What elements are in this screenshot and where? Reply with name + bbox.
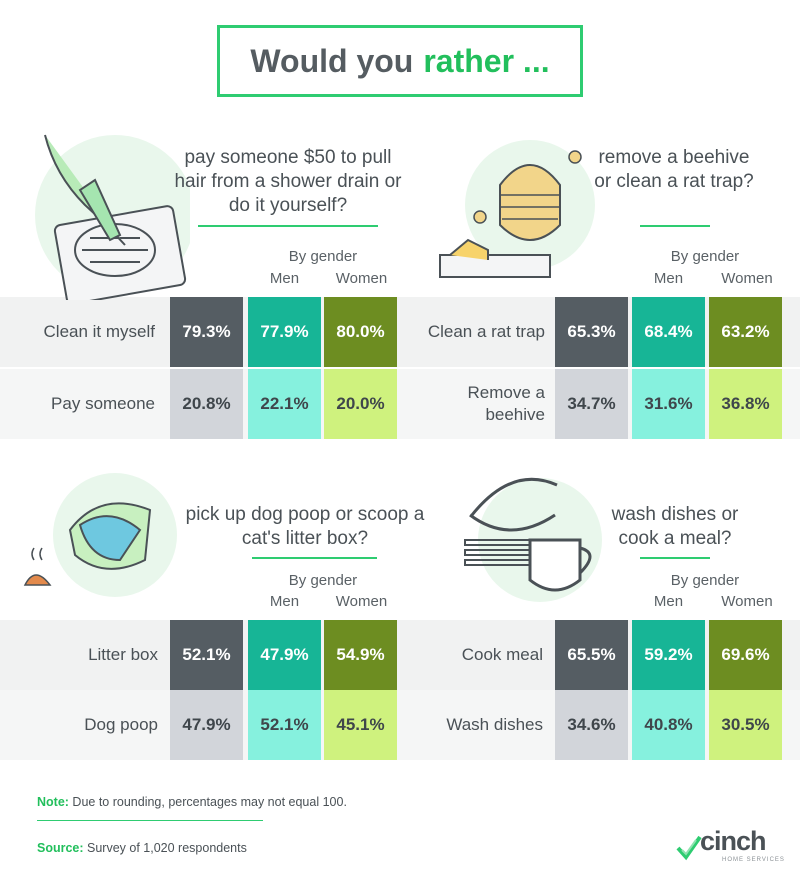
- cell-men: 40.8%: [632, 690, 705, 760]
- gender-header: By gender: [288, 572, 358, 589]
- cell-overall: 52.1%: [170, 620, 243, 690]
- column-men: Men: [653, 270, 684, 287]
- gender-header: By gender: [288, 248, 358, 265]
- column-women: Women: [335, 593, 388, 610]
- gender-header: By gender: [670, 572, 740, 589]
- cell-women: 69.6%: [709, 620, 782, 690]
- gender-header: By gender: [670, 248, 740, 265]
- cell-women: 36.8%: [709, 369, 782, 439]
- footnote-rule: [37, 820, 263, 821]
- cell-overall: 34.7%: [555, 369, 628, 439]
- row-label: Clean a rat trap: [427, 322, 545, 341]
- title-accent: rather ...: [423, 42, 550, 79]
- glove-icon: [23, 473, 177, 597]
- row-label: Remove a beehive: [467, 383, 545, 424]
- question-rule: [640, 557, 710, 559]
- title-prefix: Would you: [250, 42, 414, 79]
- cell-women: 63.2%: [709, 297, 782, 367]
- cell-women: 54.9%: [324, 620, 397, 690]
- cell-men: 31.6%: [632, 369, 705, 439]
- logo-text: cinch: [700, 826, 767, 856]
- source: Source: Survey of 1,020 respondents: [37, 841, 247, 855]
- question-rule: [252, 557, 377, 559]
- cell-women: 30.5%: [709, 690, 782, 760]
- row-label: Litter box: [88, 645, 158, 664]
- question-beehive: remove a beehive or clean a rat trap?: [594, 147, 754, 192]
- note-label: Note:: [37, 795, 69, 809]
- source-text: Survey of 1,020 respondents: [83, 841, 247, 855]
- row-label: Dog poop: [84, 715, 158, 734]
- note-text: Due to rounding, percentages may not equ…: [68, 795, 347, 809]
- cell-overall: 65.3%: [555, 297, 628, 367]
- column-women: Women: [721, 270, 773, 287]
- cell-overall: 65.5%: [555, 620, 628, 690]
- cell-men: 52.1%: [248, 690, 321, 760]
- cell-overall: 34.6%: [555, 690, 628, 760]
- column-men: Men: [269, 593, 300, 610]
- cell-men: 59.2%: [632, 620, 705, 690]
- question-dog-poop: pick up dog poop or scoop a cat's litter…: [185, 504, 425, 549]
- cell-women: 45.1%: [324, 690, 397, 760]
- column-men: Men: [653, 593, 684, 610]
- row-label: Wash dishes: [446, 715, 543, 734]
- cell-overall: 47.9%: [170, 690, 243, 760]
- cinch-logo-icon: [676, 835, 702, 861]
- dishes-icon: [464, 477, 602, 602]
- cell-women: 20.0%: [324, 369, 397, 439]
- question-rule: [640, 225, 710, 227]
- logo-subtext: HOME SERVICES: [722, 857, 785, 863]
- cell-men: 22.1%: [248, 369, 321, 439]
- beehive-icon: [439, 140, 595, 278]
- cell-overall: 79.3%: [170, 297, 243, 367]
- footnote: Note: Due to rounding, percentages may n…: [37, 795, 347, 809]
- shower-drain-icon: [35, 134, 190, 300]
- cell-overall: 20.8%: [170, 369, 243, 439]
- row-label: Cook meal: [461, 645, 543, 664]
- column-men: Men: [269, 270, 300, 287]
- question-rule: [198, 225, 378, 227]
- column-women: Women: [335, 270, 388, 287]
- column-women: Women: [721, 593, 773, 610]
- title-box: Would you rather ...: [217, 25, 583, 97]
- cell-men: 68.4%: [632, 297, 705, 367]
- row-label: Clean it myself: [43, 322, 155, 341]
- cell-men: 77.9%: [248, 297, 321, 367]
- cell-men: 47.9%: [248, 620, 321, 690]
- source-label: Source:: [37, 841, 84, 855]
- row-label: Pay someone: [51, 394, 155, 413]
- question-dishes: wash dishes or cook a meal?: [611, 504, 739, 549]
- cell-women: 80.0%: [324, 297, 397, 367]
- question-shower-drain: pay someone $50 to pull hair from a show…: [174, 147, 402, 216]
